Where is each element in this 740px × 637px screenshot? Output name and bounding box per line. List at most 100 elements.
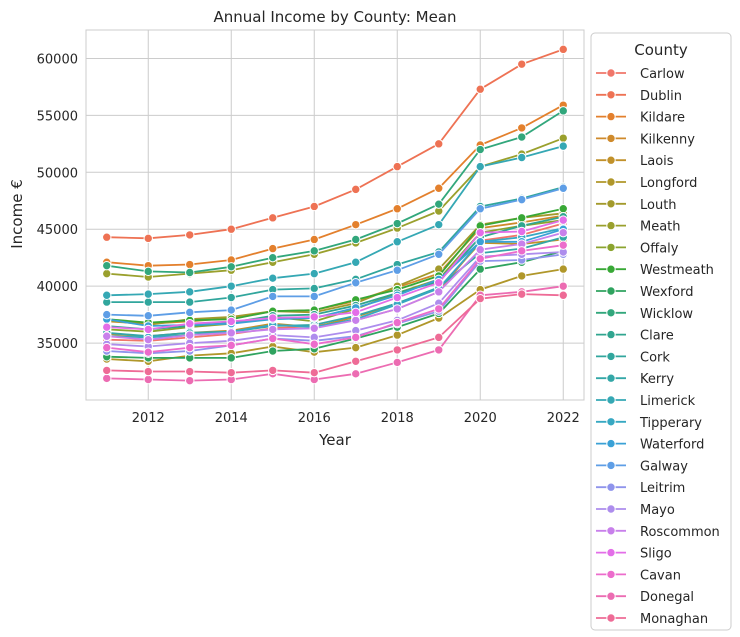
data-point-limerick xyxy=(517,152,527,163)
data-point-wexford xyxy=(226,353,236,363)
data-point-wicklow xyxy=(351,234,361,245)
series-dublin xyxy=(102,44,568,244)
legend-swatch-marker xyxy=(606,351,616,362)
data-point-kildare xyxy=(351,219,361,230)
data-point-galway xyxy=(226,305,236,315)
data-point-sligo xyxy=(475,227,485,238)
data-point-donegal xyxy=(102,373,112,384)
data-point-limerick xyxy=(434,219,444,230)
series-galway xyxy=(102,183,568,321)
data-point-roscommon xyxy=(143,334,153,345)
data-point-dublin xyxy=(102,232,112,242)
data-point-cavan xyxy=(351,332,361,343)
data-point-kildare xyxy=(434,183,444,193)
data-point-sligo xyxy=(517,226,527,237)
data-point-limerick xyxy=(558,141,568,151)
data-point-limerick xyxy=(143,289,153,299)
data-point-dublin xyxy=(351,184,361,195)
data-point-galway xyxy=(392,265,402,275)
y-tick-label: 45000 xyxy=(37,223,78,238)
legend-item-tipperary: Tipperary xyxy=(596,416,702,431)
data-point-roscommon xyxy=(185,330,195,340)
data-point-westmeath xyxy=(558,204,568,214)
series-line-roscommon xyxy=(106,231,564,341)
legend-swatch-marker xyxy=(606,547,616,558)
y-tick-label: 40000 xyxy=(37,280,78,295)
data-point-sligo xyxy=(309,312,319,322)
data-point-monaghan xyxy=(351,356,361,366)
data-point-cavan xyxy=(517,246,527,256)
legend-swatch-marker xyxy=(606,264,616,274)
data-point-donegal xyxy=(558,281,568,291)
data-point-monaghan xyxy=(434,332,444,343)
legend-items: Carlow Dublin Kildare Kilkenny Laois Longford… xyxy=(596,67,720,627)
data-point-longford xyxy=(351,342,361,353)
legend-item-donegal: Donegal xyxy=(596,590,694,605)
legend-swatch-marker xyxy=(606,613,616,623)
series-line-wexford xyxy=(106,250,564,359)
legend-label: Mayo xyxy=(640,503,675,518)
data-point-monaghan xyxy=(517,289,527,299)
data-point-wexford xyxy=(475,264,485,274)
data-point-wicklow xyxy=(558,106,568,116)
y-tick-label: 50000 xyxy=(37,166,78,181)
data-point-waterford xyxy=(475,237,485,247)
data-point-sligo xyxy=(434,278,444,288)
legend-label: Cork xyxy=(640,350,670,365)
data-point-limerick xyxy=(185,287,195,297)
legend-item-meath: Meath xyxy=(596,220,681,235)
data-point-wicklow xyxy=(102,260,112,271)
data-point-dublin xyxy=(268,213,278,223)
series-line-leitrim xyxy=(106,253,564,355)
legend-item-monaghan: Monaghan xyxy=(596,612,708,627)
plot-area xyxy=(85,29,585,401)
data-point-dublin xyxy=(475,84,485,94)
data-point-galway xyxy=(102,309,112,320)
data-point-sligo xyxy=(143,324,153,335)
y-tick-label: 55000 xyxy=(37,109,78,124)
series-line-clare xyxy=(106,215,564,331)
data-point-sligo xyxy=(102,322,112,332)
series-line-dublin xyxy=(106,48,564,240)
data-point-roscommon xyxy=(102,331,112,341)
data-point-limerick xyxy=(392,237,402,247)
legend-item-kildare: Kildare xyxy=(596,111,685,126)
data-point-cavan xyxy=(102,342,112,353)
legend-swatch-marker xyxy=(606,199,616,209)
y-axis-title: Income € xyxy=(8,179,26,249)
legend-label: Donegal xyxy=(640,590,694,605)
data-point-monaghan xyxy=(558,290,568,300)
data-point-galway xyxy=(268,291,278,302)
data-point-monaghan xyxy=(226,367,236,378)
data-point-donegal xyxy=(434,345,444,355)
x-tick-label: 2012 xyxy=(132,411,165,426)
data-point-longford xyxy=(558,264,568,274)
legend-swatch-marker xyxy=(606,460,616,471)
legend-label: Limerick xyxy=(640,394,696,409)
data-point-limerick xyxy=(309,268,319,279)
legend-label: Kerry xyxy=(640,372,674,387)
legend-label: Westmeath xyxy=(640,263,714,278)
legend-label: Offaly xyxy=(640,241,679,256)
series-cavan xyxy=(102,240,568,357)
legend-item-leitrim: Leitrim xyxy=(596,481,685,496)
legend-item-wexford: Wexford xyxy=(596,285,693,300)
legend-item-laois: Laois xyxy=(596,154,674,169)
legend-label: Tipperary xyxy=(639,416,702,431)
x-tick-label: 2016 xyxy=(298,411,331,426)
data-point-wicklow xyxy=(517,132,527,142)
y-tick-label: 35000 xyxy=(37,337,78,352)
data-point-limerick xyxy=(268,273,278,283)
legend-swatch-marker xyxy=(606,438,616,449)
data-point-monaghan xyxy=(185,366,195,377)
legend-label: Galway xyxy=(640,459,688,474)
data-point-cavan xyxy=(185,342,195,353)
x-tick-label: 2018 xyxy=(381,411,414,426)
data-point-monaghan xyxy=(268,365,278,376)
legend-swatch-marker xyxy=(606,111,616,122)
data-point-wexford xyxy=(268,346,278,356)
x-axis-ticks: 2012 2014 2016 2018 2020 2022 xyxy=(132,411,580,426)
legend-swatch-marker xyxy=(606,329,616,340)
data-point-kildare xyxy=(268,243,278,254)
legend-item-waterford: Waterford xyxy=(596,438,704,453)
